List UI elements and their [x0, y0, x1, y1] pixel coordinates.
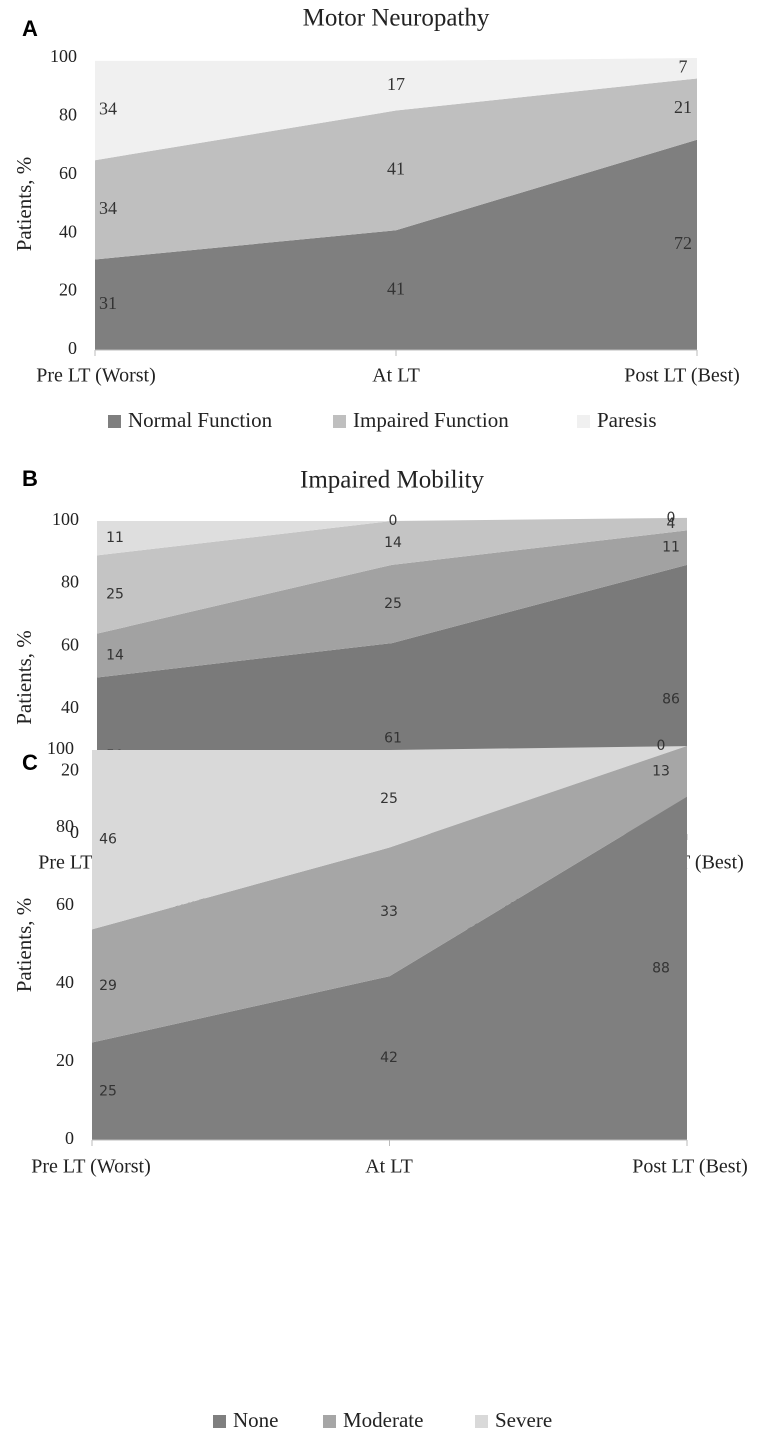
area	[97, 517, 687, 634]
y-axis-title: Patients, %	[12, 898, 36, 993]
x-tick-label: Post LT (Best)	[624, 365, 740, 387]
y-tick-label: 80	[61, 572, 79, 592]
y-tick-label: 0	[65, 1128, 74, 1148]
data-label: 34	[99, 99, 117, 119]
y-tick-label: 0	[68, 338, 77, 358]
data-label: 42	[380, 1050, 398, 1066]
y-tick-label: 40	[59, 221, 77, 241]
area	[92, 746, 687, 930]
data-label: 14	[384, 535, 402, 551]
area	[95, 139, 697, 350]
y-tick-label: 60	[61, 634, 79, 654]
y-tick-label: 100	[47, 738, 74, 758]
area	[95, 78, 697, 260]
panel-label: A	[22, 16, 38, 41]
legend-swatch	[475, 1415, 488, 1428]
data-label: 72	[674, 233, 692, 253]
y-tick-label: 20	[56, 1050, 74, 1070]
legend-swatch	[213, 1415, 226, 1428]
area	[92, 746, 687, 1043]
data-label: 0	[657, 738, 666, 754]
area	[92, 796, 687, 1140]
legend-label: Paresis	[597, 408, 657, 432]
data-label: 41	[387, 159, 405, 179]
y-axis-title: Patients, %	[12, 630, 36, 725]
y-tick-label: 0	[70, 822, 79, 842]
data-label: 88	[652, 960, 670, 976]
legend-swatch	[333, 415, 346, 428]
data-label: 46	[99, 832, 117, 848]
legend-swatch	[323, 1415, 336, 1428]
legend-label: Moderate	[343, 1408, 423, 1432]
y-tick-label: 100	[52, 509, 79, 529]
data-label: 11	[662, 540, 680, 556]
y-tick-label: 80	[59, 105, 77, 125]
area	[95, 58, 697, 161]
x-tick-label: At LT	[365, 1156, 413, 1178]
data-label: 41	[387, 278, 405, 298]
x-tick-label: Post LT (Best)	[632, 1156, 748, 1178]
data-label: 86	[662, 691, 680, 707]
area	[97, 530, 687, 678]
data-label: 33	[380, 904, 398, 920]
chart-title: Impaired Mobility	[300, 467, 484, 494]
data-label: 25	[380, 791, 398, 807]
data-label: 25	[384, 596, 402, 612]
panel-label: C	[22, 750, 38, 775]
legend-label: Impaired Function	[353, 408, 509, 432]
data-label: 7	[679, 56, 688, 76]
x-tick-label: Pre LT (Worst)	[36, 365, 156, 387]
y-tick-label: 20	[59, 280, 77, 300]
legend-swatch	[108, 415, 121, 428]
y-tick-label: 60	[59, 163, 77, 183]
data-label: 34	[99, 198, 117, 218]
legend-label: None	[233, 1408, 279, 1432]
area	[97, 517, 687, 556]
data-label: 25	[106, 587, 124, 603]
legend-swatch	[577, 415, 590, 428]
data-label: 0	[389, 513, 398, 529]
data-label: 21	[674, 97, 692, 117]
panel-label: B	[22, 466, 38, 491]
x-tick-label: At LT	[372, 365, 420, 387]
chart-title: Motor Neuropathy	[303, 5, 490, 32]
data-label: 0	[667, 510, 676, 526]
data-label: 11	[106, 530, 124, 546]
legend-label: Normal Function	[128, 408, 273, 432]
y-tick-label: 40	[56, 972, 74, 992]
data-label: 31	[99, 293, 117, 313]
y-tick-label: 20	[61, 760, 79, 780]
data-label: 17	[387, 74, 405, 94]
data-label: 14	[106, 648, 124, 664]
y-tick-label: 100	[50, 46, 77, 66]
legend-label: Severe	[495, 1408, 552, 1432]
y-tick-label: 80	[56, 816, 74, 836]
y-tick-label: 40	[61, 697, 79, 717]
data-label: 13	[652, 763, 670, 779]
x-tick-label: Pre LT (Worst)	[31, 1156, 151, 1178]
y-axis-title: Patients, %	[12, 157, 36, 252]
data-label: 29	[99, 978, 117, 994]
y-tick-label: 60	[56, 894, 74, 914]
data-label: 25	[99, 1083, 117, 1099]
data-label: 4	[667, 516, 676, 532]
data-label: 61	[384, 731, 402, 747]
